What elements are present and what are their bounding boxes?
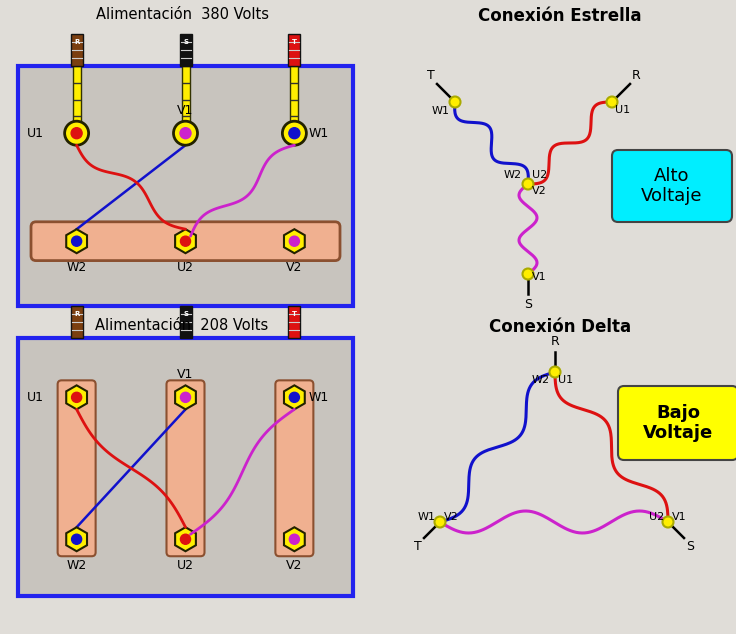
Circle shape — [289, 236, 300, 246]
Bar — [289, 34, 300, 66]
FancyBboxPatch shape — [31, 222, 340, 261]
Polygon shape — [66, 527, 87, 551]
Circle shape — [71, 534, 82, 544]
Text: U1: U1 — [615, 105, 630, 115]
Text: U1: U1 — [27, 391, 44, 404]
Text: V1: V1 — [672, 512, 687, 522]
Text: U2: U2 — [648, 512, 664, 522]
Polygon shape — [175, 527, 196, 551]
Polygon shape — [284, 230, 305, 253]
Text: V1: V1 — [177, 104, 194, 117]
Circle shape — [71, 127, 82, 139]
Polygon shape — [66, 385, 87, 410]
Circle shape — [71, 236, 82, 246]
Bar — [71, 34, 82, 66]
Text: W1: W1 — [308, 391, 329, 404]
Polygon shape — [175, 230, 196, 253]
Text: U2: U2 — [177, 559, 194, 573]
Circle shape — [180, 236, 191, 246]
Circle shape — [523, 269, 534, 280]
FancyBboxPatch shape — [57, 380, 96, 556]
Circle shape — [550, 366, 561, 377]
Text: V1: V1 — [177, 368, 194, 381]
Text: W2: W2 — [532, 375, 550, 385]
Circle shape — [606, 96, 618, 108]
Circle shape — [662, 517, 673, 527]
FancyBboxPatch shape — [18, 338, 353, 596]
Text: T: T — [292, 311, 297, 317]
Polygon shape — [66, 230, 87, 253]
Text: S: S — [183, 311, 188, 317]
Circle shape — [180, 127, 191, 139]
Text: U2: U2 — [177, 261, 194, 274]
Text: W2: W2 — [504, 170, 522, 180]
Text: V2: V2 — [532, 186, 547, 196]
Text: U1: U1 — [27, 127, 44, 139]
Circle shape — [174, 121, 197, 145]
Circle shape — [180, 534, 191, 544]
Text: W2: W2 — [66, 261, 87, 274]
Text: R: R — [632, 69, 641, 82]
Circle shape — [450, 96, 461, 108]
Bar — [182, 66, 189, 133]
Bar — [291, 66, 298, 133]
Text: U2: U2 — [532, 170, 548, 180]
FancyBboxPatch shape — [18, 66, 353, 306]
Text: W1: W1 — [308, 127, 329, 139]
Text: V2: V2 — [444, 512, 459, 522]
Text: Bajo
Voltaje: Bajo Voltaje — [643, 404, 713, 443]
Text: V2: V2 — [286, 261, 302, 274]
Text: V1: V1 — [532, 272, 547, 282]
Bar — [289, 306, 300, 338]
Text: W1: W1 — [432, 106, 450, 116]
Circle shape — [289, 127, 300, 139]
Text: R: R — [551, 335, 559, 348]
Text: V2: V2 — [286, 559, 302, 573]
Polygon shape — [175, 385, 196, 410]
FancyBboxPatch shape — [166, 380, 205, 556]
Circle shape — [289, 534, 300, 544]
Circle shape — [71, 392, 82, 403]
Text: W2: W2 — [66, 559, 87, 573]
FancyBboxPatch shape — [618, 386, 736, 460]
Text: T: T — [428, 69, 435, 82]
Text: Conexión Estrella: Conexión Estrella — [478, 7, 642, 25]
Polygon shape — [284, 385, 305, 410]
Polygon shape — [284, 527, 305, 551]
FancyBboxPatch shape — [612, 150, 732, 222]
Text: Alimentación  380 Volts: Alimentación 380 Volts — [96, 7, 269, 22]
Text: T: T — [292, 39, 297, 45]
Bar — [180, 306, 191, 338]
Text: S: S — [183, 39, 188, 45]
Text: S: S — [524, 298, 532, 311]
Text: Alto
Voltaje: Alto Voltaje — [641, 167, 703, 205]
Bar — [73, 66, 81, 133]
FancyBboxPatch shape — [275, 380, 314, 556]
Text: S: S — [686, 540, 694, 553]
Circle shape — [180, 392, 191, 403]
Text: R: R — [74, 39, 79, 45]
Text: Conexión Delta: Conexión Delta — [489, 318, 631, 336]
Text: Alimentación  208 Volts: Alimentación 208 Volts — [96, 318, 269, 333]
Circle shape — [434, 517, 445, 527]
Circle shape — [289, 392, 300, 403]
Text: R: R — [74, 311, 79, 317]
Bar — [71, 306, 82, 338]
Circle shape — [523, 179, 534, 190]
Text: U1: U1 — [558, 375, 573, 385]
Circle shape — [283, 121, 306, 145]
Bar — [180, 34, 191, 66]
Text: T: T — [414, 540, 422, 553]
Text: W1: W1 — [418, 512, 436, 522]
Circle shape — [65, 121, 88, 145]
